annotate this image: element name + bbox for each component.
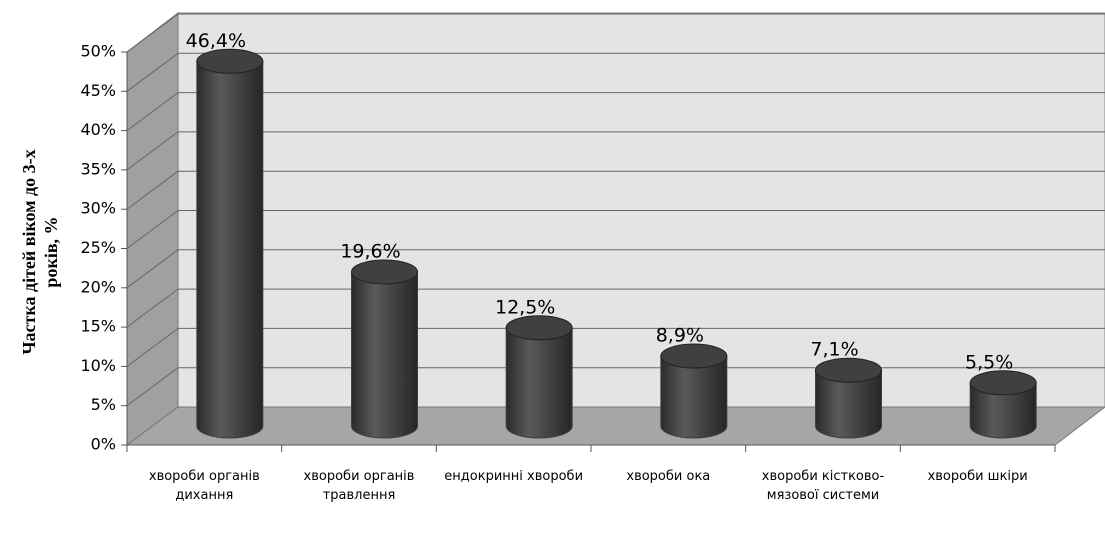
grid-line [126, 249, 179, 289]
x-tick-label: хвороби органів дихання [148, 469, 260, 503]
value-label: 46,4% [186, 30, 246, 52]
x-tick-label: хвороби ока [626, 469, 711, 484]
x-tick-label: ендокринні хвороби [444, 469, 584, 484]
y-tick-label: 25% [80, 238, 116, 257]
x-tick-label: хвороби кістково-мязової системи [761, 469, 885, 503]
grid-line [126, 52, 179, 92]
cylinder [351, 271, 418, 439]
cylinder [660, 355, 728, 439]
cylinder-top [969, 370, 1037, 396]
grid-line [126, 13, 179, 53]
value-label: 8,9% [656, 325, 704, 347]
y-tick-label: 20% [80, 277, 116, 296]
y-axis-title: Частка дітей віком до 3-х років, % [19, 149, 61, 355]
cylinder [815, 369, 882, 439]
y-tick-label: 50% [80, 42, 116, 61]
value-label: 12,5% [495, 296, 555, 318]
y-tick-label: 40% [80, 120, 116, 139]
cylinder-top [196, 48, 264, 74]
y-tick-label: 30% [80, 199, 116, 218]
x-tick-label: хвороби шкіри [927, 469, 1028, 484]
grid-line [126, 210, 179, 249]
cylinder-top [505, 315, 573, 341]
grid-line [126, 327, 179, 367]
grid-line [126, 92, 179, 132]
y-tick-label: 0% [91, 435, 116, 454]
y-tick-label: 35% [80, 159, 116, 178]
y-tick-label: 10% [80, 356, 116, 375]
value-label: 7,1% [810, 339, 858, 361]
grid-line [126, 170, 179, 210]
y-tick-label: 45% [80, 81, 116, 100]
floor [125, 406, 1105, 446]
cylinder-top [660, 343, 728, 369]
cylinder [505, 327, 573, 439]
cylinder-top [815, 357, 882, 383]
cylinder [196, 60, 264, 439]
grid-line [126, 131, 179, 171]
y-tick-label: 15% [80, 317, 116, 336]
y-tick-label: 5% [91, 395, 116, 414]
grid-line [126, 367, 179, 407]
cylinder-top [351, 259, 418, 285]
value-label: 5,5% [965, 351, 1013, 373]
x-tick-label: хвороби органів травлення [303, 469, 415, 503]
cylinder [969, 382, 1037, 439]
grid-line [126, 288, 179, 328]
value-label: 19,6% [340, 240, 400, 262]
